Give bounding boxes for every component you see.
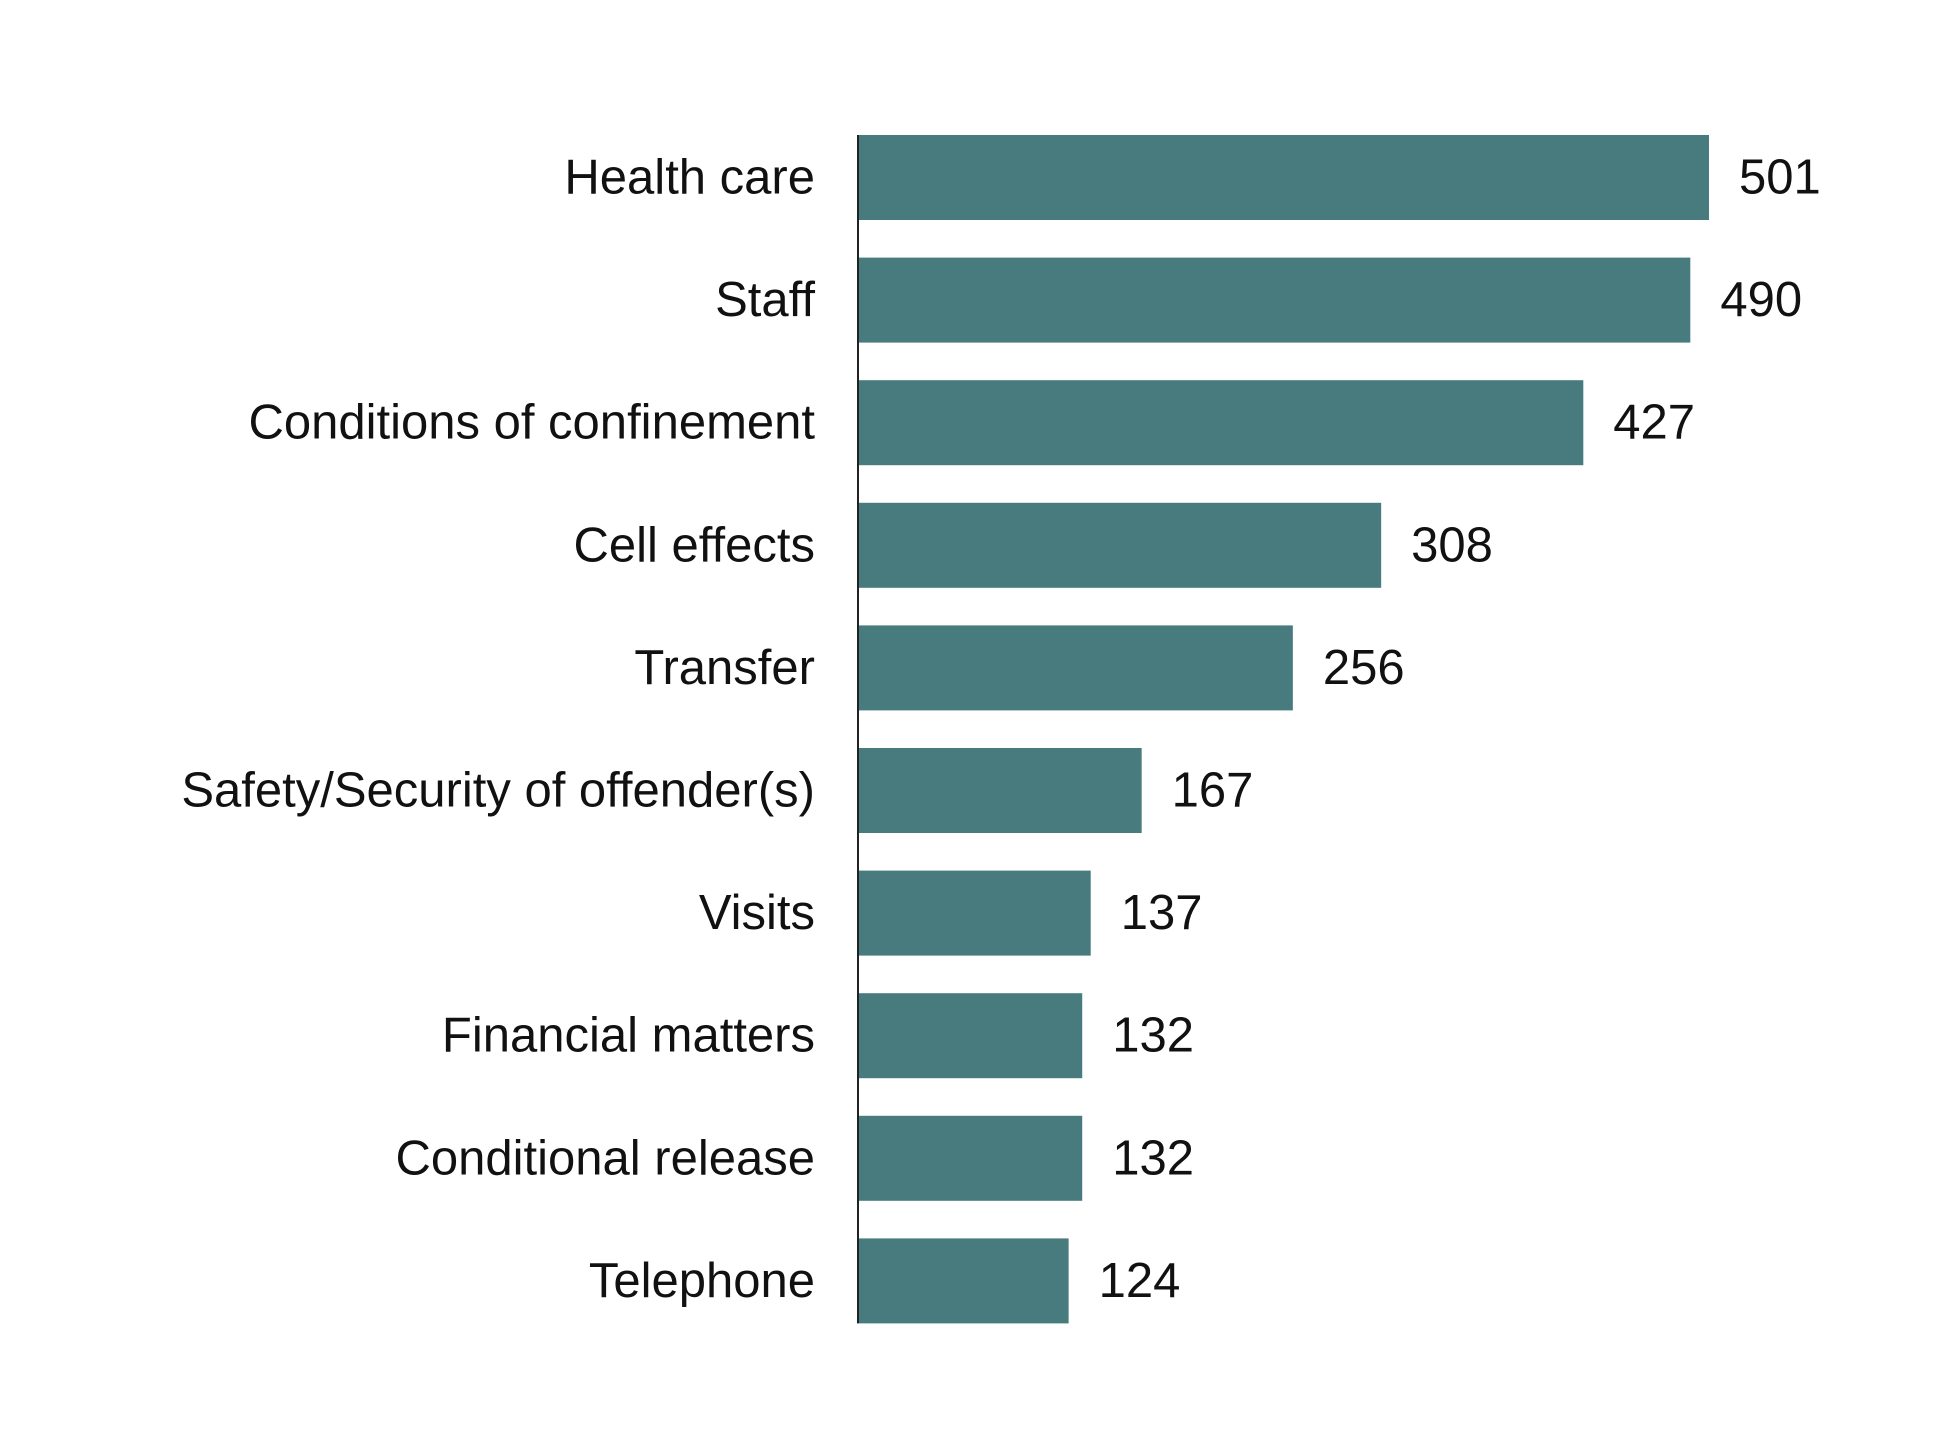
value-label-9: 124	[1099, 1254, 1181, 1308]
category-labels-group: Health care Staff Conditions of confinemen…	[181, 151, 815, 1308]
value-label-3: 308	[1411, 518, 1493, 572]
bar-7	[858, 993, 1083, 1079]
category-label-0: Health care	[564, 151, 815, 205]
value-labels-group: 501 490 427 308 256 167 137 132 132 124	[1099, 151, 1821, 1308]
category-label-5: Safety/Security of offender(s)	[181, 764, 815, 818]
category-label-6: Visits	[699, 886, 815, 940]
value-label-4: 256	[1323, 641, 1405, 695]
value-label-2: 427	[1613, 396, 1695, 450]
category-label-9: Telephone	[589, 1254, 815, 1308]
value-label-6: 137	[1121, 886, 1203, 940]
bar-0	[858, 135, 1709, 220]
bar-4	[858, 625, 1293, 711]
category-label-8: Conditional release	[396, 1131, 816, 1185]
bar-5	[858, 748, 1142, 833]
bar-6	[858, 870, 1091, 956]
category-label-4: Transfer	[634, 641, 815, 695]
category-label-7: Financial matters	[442, 1009, 815, 1063]
bar-3	[858, 502, 1382, 588]
bar-9	[858, 1238, 1069, 1324]
value-label-7: 132	[1112, 1009, 1194, 1063]
category-label-1: Staff	[715, 273, 815, 327]
bars-group	[858, 135, 1709, 1324]
value-label-0: 501	[1739, 151, 1821, 205]
value-label-8: 132	[1112, 1131, 1194, 1185]
value-label-5: 167	[1172, 764, 1254, 818]
bar-2	[858, 380, 1584, 466]
value-label-1: 490	[1720, 273, 1802, 327]
category-label-3: Cell effects	[574, 518, 815, 572]
bar-1	[858, 257, 1691, 343]
bar-8	[858, 1115, 1083, 1201]
category-label-2: Conditions of confinement	[248, 396, 815, 450]
